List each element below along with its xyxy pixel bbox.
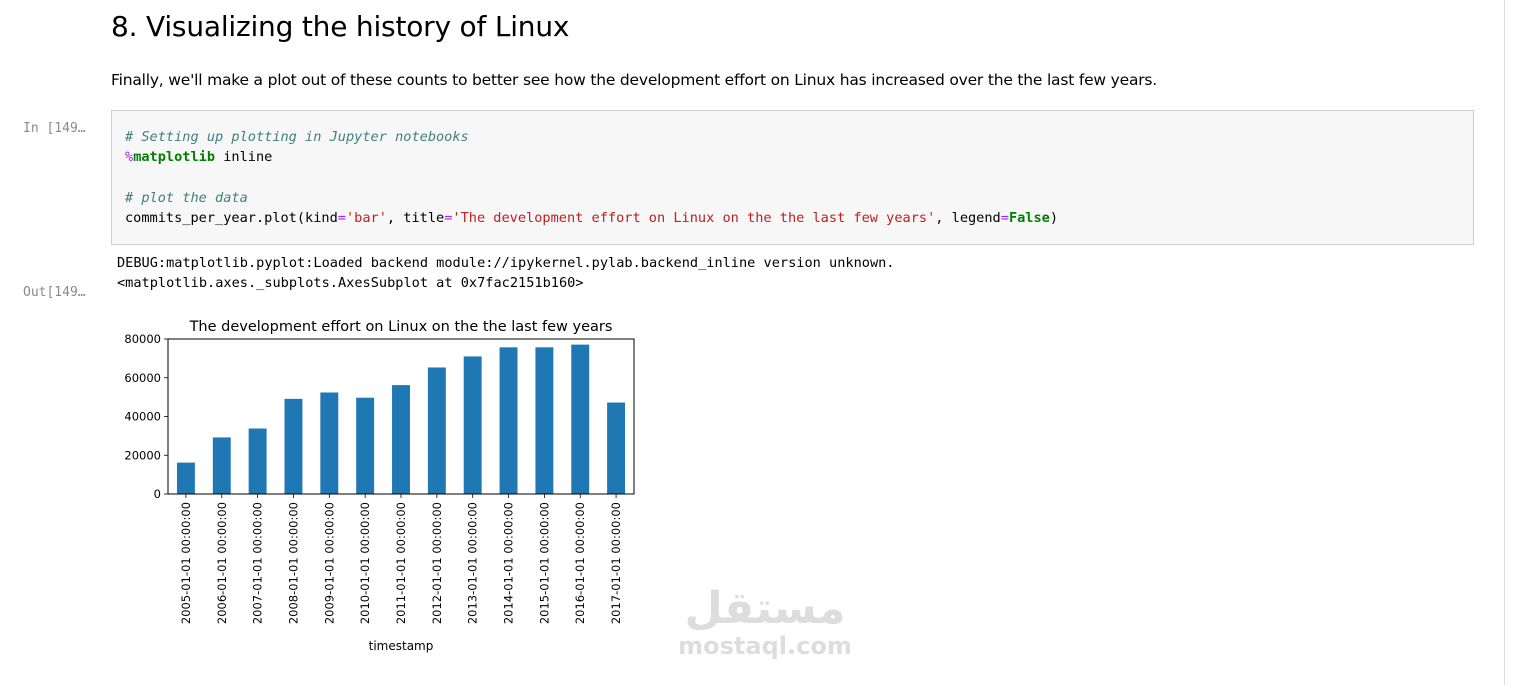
chart-x-tick-label: 2011-01-01 00:00:00 xyxy=(394,502,408,624)
code-cell[interactable]: # Setting up plotting in Jupyter noteboo… xyxy=(111,110,1474,245)
code-magic-symbol: % xyxy=(125,149,134,165)
chart-x-tick-label: 2015-01-01 00:00:00 xyxy=(537,502,551,624)
chart-bar xyxy=(535,347,554,494)
chart-bar xyxy=(571,344,590,494)
chart-x-axis-label: timestamp xyxy=(369,639,434,653)
code-comment: # plot the data xyxy=(125,190,248,206)
code-line-1: # Setting up plotting in Jupyter noteboo… xyxy=(125,129,469,145)
chart-bar xyxy=(320,392,339,494)
watermark: مستقل mostaql.com xyxy=(670,583,860,660)
chart-bar xyxy=(463,356,482,494)
chart-bar xyxy=(356,397,375,494)
code-text: , legend xyxy=(935,210,1001,226)
chart-bar xyxy=(212,437,231,494)
code-text: , title xyxy=(386,210,445,226)
code-operator: = xyxy=(337,210,346,226)
watermark-arabic: مستقل xyxy=(684,583,846,634)
chart-x-tick-label: 2012-01-01 00:00:00 xyxy=(430,502,444,624)
notebook-right-border xyxy=(1504,0,1505,685)
chart-y-tick-label: 0 xyxy=(154,487,161,501)
watermark-latin: mostaql.com xyxy=(678,632,852,660)
section-heading: 8. Visualizing the history of Linux xyxy=(111,10,570,43)
chart-x-tick-label: 2013-01-01 00:00:00 xyxy=(466,502,480,624)
code-magic-name: matplotlib xyxy=(133,149,216,165)
code-comment: # Setting up plotting in Jupyter noteboo… xyxy=(125,129,469,145)
chart-x-tick-label: 2014-01-01 00:00:00 xyxy=(502,502,516,624)
chart-x-tick-label: 2016-01-01 00:00:00 xyxy=(573,502,587,624)
code-keyword: False xyxy=(1008,210,1050,226)
bar-chart: The development effort on Linux on the t… xyxy=(124,319,635,653)
chart-x-tick-label: 2009-01-01 00:00:00 xyxy=(322,502,336,624)
code-line-2: %matplotlib inline xyxy=(125,149,272,165)
chart-y-tick-label: 20000 xyxy=(124,448,161,462)
code-line-5: commits_per_year.plot(kind='bar', title=… xyxy=(125,210,1058,226)
chart-bar xyxy=(392,385,410,494)
chart-x-tick-label: 2017-01-01 00:00:00 xyxy=(609,502,623,624)
code-string: 'bar' xyxy=(345,210,387,226)
chart-x-tick-label: 2007-01-01 00:00:00 xyxy=(251,502,265,624)
output-debug-line: DEBUG:matplotlib.pyplot:Loaded backend m… xyxy=(117,255,895,271)
chart-bar xyxy=(607,402,626,494)
chart-x-tick-label: 2008-01-01 00:00:00 xyxy=(286,502,300,624)
chart-x-tick-label: 2006-01-01 00:00:00 xyxy=(215,502,229,624)
code-text: commits_per_year.plot(kind xyxy=(125,210,338,226)
chart-x-tick-label: 2005-01-01 00:00:00 xyxy=(179,502,193,624)
output-repr-line: <matplotlib.axes._subplots.AxesSubplot a… xyxy=(117,275,584,291)
chart-bar xyxy=(427,367,446,494)
code-operator: = xyxy=(444,210,453,226)
input-prompt: In [149… xyxy=(23,121,86,136)
output-prompt: Out[149… xyxy=(23,285,86,300)
chart-bar xyxy=(248,428,267,494)
code-text: ) xyxy=(1049,210,1059,226)
chart-y-tick-label: 60000 xyxy=(124,371,161,385)
chart-y-tick-label: 80000 xyxy=(124,332,161,346)
chart-bar xyxy=(176,462,195,494)
chart-bar xyxy=(284,398,303,494)
chart-y-tick-label: 40000 xyxy=(124,410,161,424)
intro-paragraph: Finally, we'll make a plot out of these … xyxy=(111,71,1158,89)
code-operator: = xyxy=(1000,210,1009,226)
chart-bar xyxy=(499,347,518,494)
code-text: inline xyxy=(215,149,273,165)
code-line-4: # plot the data xyxy=(125,190,248,206)
code-string: 'The development effort on Linux on the … xyxy=(452,210,936,226)
chart-axes-frame xyxy=(167,338,635,495)
chart-x-tick-label: 2010-01-01 00:00:00 xyxy=(358,502,372,624)
chart-title: The development effort on Linux on the t… xyxy=(189,319,613,335)
